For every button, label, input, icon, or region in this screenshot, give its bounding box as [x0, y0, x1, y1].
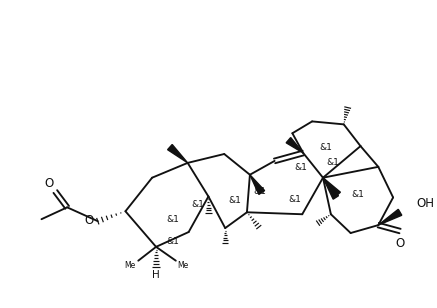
- Text: Me: Me: [177, 261, 188, 270]
- Text: &1: &1: [319, 143, 333, 152]
- Text: &1: &1: [166, 237, 179, 246]
- Text: &1: &1: [295, 163, 308, 172]
- Text: O: O: [395, 237, 405, 250]
- Text: &1: &1: [229, 196, 242, 205]
- Text: &1: &1: [326, 158, 339, 167]
- Text: O: O: [44, 176, 53, 189]
- Polygon shape: [286, 138, 303, 153]
- Polygon shape: [323, 178, 340, 197]
- Text: H: H: [152, 270, 160, 279]
- Polygon shape: [323, 178, 339, 199]
- Text: OH: OH: [417, 197, 435, 210]
- Polygon shape: [250, 175, 265, 194]
- Text: &1: &1: [166, 215, 179, 224]
- Text: &1: &1: [191, 200, 204, 209]
- Polygon shape: [378, 209, 402, 225]
- Text: &1: &1: [288, 195, 301, 204]
- Polygon shape: [168, 144, 187, 163]
- Text: O: O: [85, 214, 94, 227]
- Text: &1: &1: [253, 187, 266, 196]
- Text: &1: &1: [351, 190, 364, 199]
- Text: Me: Me: [124, 261, 135, 270]
